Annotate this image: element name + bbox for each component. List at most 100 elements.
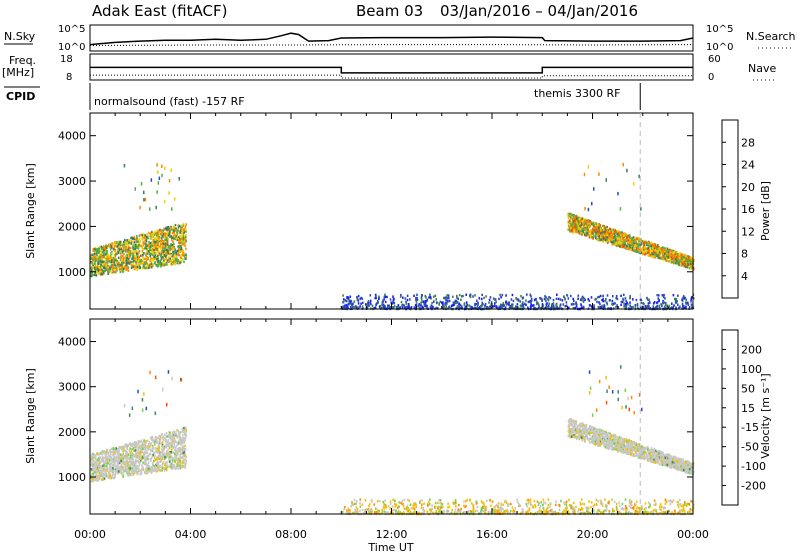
range-gate-cell [584, 207, 586, 211]
range-gate-cell [108, 255, 111, 258]
range-gate-cell [101, 260, 103, 264]
range-gate-cell [116, 245, 119, 248]
range-gate-cell [110, 256, 112, 259]
range-gate-cell [173, 197, 176, 201]
range-gate-cell [601, 233, 604, 237]
range-gate-cell [679, 252, 681, 255]
range-gate-cell [621, 300, 624, 304]
range-gate-cell [677, 262, 679, 265]
range-gate-cell [151, 264, 153, 268]
range-gate-cell [176, 466, 178, 470]
range-gate-cell [92, 264, 95, 267]
range-gate-cell [111, 256, 114, 260]
range-gate-cell [138, 264, 141, 267]
range-gate-cell [654, 248, 657, 252]
range-gate-cell [463, 303, 466, 306]
range-gate-cell [586, 229, 589, 232]
range-gate-cell [423, 302, 426, 306]
range-gate-cell [679, 305, 681, 308]
range-gate-cell [416, 298, 419, 301]
range-gate-cell [137, 448, 140, 451]
range-gate-cell [646, 296, 648, 300]
range-gate-cell [146, 446, 149, 450]
range-gate-cell [112, 242, 115, 246]
range-gate-cell [174, 453, 176, 456]
range-gate-cell [646, 251, 648, 255]
range-gate-cell [108, 256, 111, 259]
range-gate-cell [477, 304, 479, 307]
range-gate-cell [109, 455, 111, 458]
range-gate-cell [150, 250, 152, 254]
range-gate-cell [581, 227, 584, 231]
range-gate-cell [168, 179, 171, 183]
range-gate-cell [94, 266, 96, 270]
range-gate-cell [640, 298, 643, 302]
range-gate-cell [122, 457, 125, 460]
range-gate-cell [169, 247, 172, 250]
range-gate-cell [530, 299, 533, 302]
range-gate-cell [567, 222, 570, 226]
range-gate-cell [139, 453, 142, 456]
range-gate-cell [621, 232, 624, 236]
range-gate-cell [166, 245, 168, 248]
range-gate-cell [400, 293, 402, 297]
range-gate-cell [575, 228, 577, 231]
range-gate-cell [144, 471, 147, 474]
cpid-segment-1-label: normalsound (fast) -157 RF [94, 95, 245, 108]
range-gate-cell [667, 256, 669, 259]
range-gate-cell [671, 255, 673, 259]
range-gate-cell [171, 255, 174, 258]
range-gate-cell [158, 176, 161, 181]
freq-label: Freq. [9, 54, 36, 67]
range-gate-cell [98, 249, 101, 253]
range-gate-cell [163, 233, 165, 236]
range-gate-cell [166, 233, 168, 236]
range-gate-cell [185, 223, 187, 226]
range-gate-cell [126, 454, 129, 457]
range-gate-cell [185, 254, 187, 258]
range-gate-cell [166, 440, 168, 444]
range-gate-cell [567, 297, 570, 300]
range-gate-cell [175, 465, 178, 468]
range-gate-cell [178, 236, 180, 240]
range-gate-cell [165, 464, 167, 468]
range-gate-cell [512, 299, 515, 303]
range-gate-cell [98, 268, 101, 272]
range-gate-cell [599, 232, 602, 235]
range-gate-cell [168, 252, 171, 255]
range-gate-cell [92, 256, 95, 260]
range-gate-cell [151, 244, 153, 247]
colorbar-tick-label: 20 [741, 181, 755, 194]
range-gate-cell [614, 238, 617, 241]
range-gate-cell [125, 248, 128, 251]
range-gate-cell [102, 271, 105, 274]
range-gate-cell [606, 238, 608, 241]
range-gate-cell [141, 261, 143, 265]
range-gate-cell [99, 461, 101, 464]
range-gate-cell [606, 233, 608, 236]
range-gate-cell [547, 304, 550, 308]
range-gate-cell [559, 298, 562, 301]
range-gate-cell [160, 229, 162, 232]
range-gate-cell [162, 462, 164, 465]
range-gate-cell [599, 223, 601, 227]
range-gate-cell [169, 232, 171, 235]
range-gate-cell [385, 295, 387, 299]
range-gate-cell [686, 261, 689, 264]
range-gate-cell [128, 256, 131, 259]
range-gate-cell [143, 450, 146, 453]
range-gate-cell [128, 240, 130, 243]
range-gate-cell [157, 444, 160, 448]
range-gate-cell [116, 448, 118, 451]
range-gate-cell [94, 252, 96, 255]
range-gate-cell [658, 256, 661, 260]
range-gate-cell [420, 298, 423, 301]
range-gate-cell [163, 249, 165, 252]
range-gate-cell [136, 252, 138, 255]
range-gate-cell [620, 300, 623, 304]
range-gate-cell [541, 298, 544, 301]
range-gate-cell [680, 257, 683, 260]
range-gate-cell [608, 236, 610, 239]
range-gate-cell [179, 242, 181, 245]
range-gate-cell [635, 246, 638, 249]
